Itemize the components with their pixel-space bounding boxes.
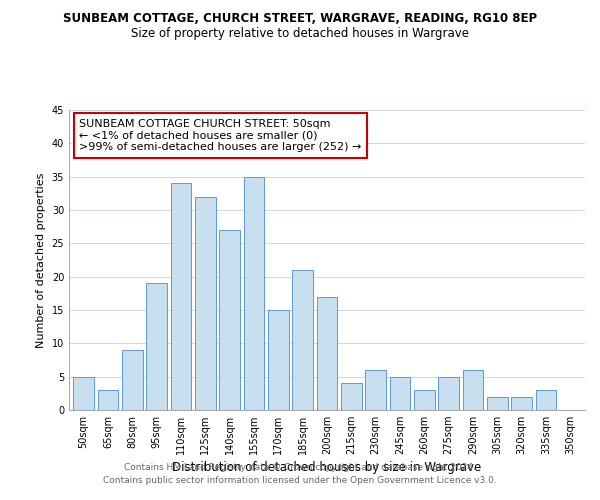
Bar [219,230,240,410]
Text: Contains public sector information licensed under the Open Government Licence v3: Contains public sector information licen… [103,476,497,485]
Bar [487,396,508,410]
Text: SUNBEAM COTTAGE CHURCH STREET: 50sqm
← <1% of detached houses are smaller (0)
>9: SUNBEAM COTTAGE CHURCH STREET: 50sqm ← <… [79,119,362,152]
Text: SUNBEAM COTTAGE, CHURCH STREET, WARGRAVE, READING, RG10 8EP: SUNBEAM COTTAGE, CHURCH STREET, WARGRAVE… [63,12,537,26]
Bar [73,376,94,410]
Bar [536,390,556,410]
Bar [244,176,265,410]
Y-axis label: Number of detached properties: Number of detached properties [36,172,46,348]
Bar [511,396,532,410]
Bar [122,350,143,410]
Bar [365,370,386,410]
Bar [317,296,337,410]
Text: Size of property relative to detached houses in Wargrave: Size of property relative to detached ho… [131,28,469,40]
Bar [146,284,167,410]
Bar [268,310,289,410]
Bar [463,370,484,410]
Bar [389,376,410,410]
Bar [341,384,362,410]
Text: Contains HM Land Registry data © Crown copyright and database right 2024.: Contains HM Land Registry data © Crown c… [124,464,476,472]
Bar [439,376,459,410]
Bar [292,270,313,410]
Bar [98,390,118,410]
Bar [195,196,215,410]
Bar [414,390,435,410]
X-axis label: Distribution of detached houses by size in Wargrave: Distribution of detached houses by size … [172,462,482,474]
Bar [170,184,191,410]
